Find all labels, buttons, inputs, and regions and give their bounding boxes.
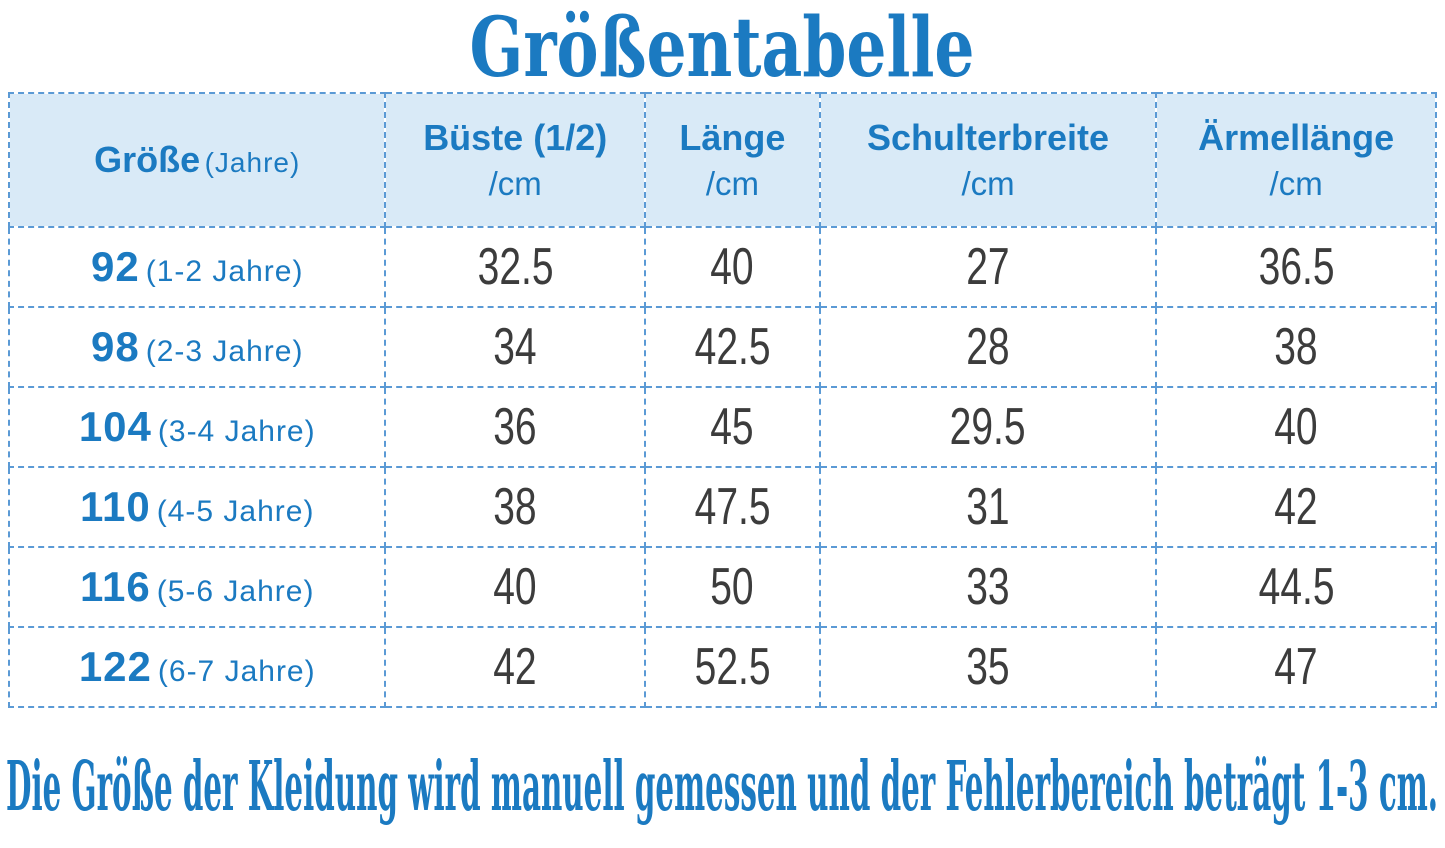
bust-value: 32.5 [477, 238, 554, 296]
size-cell: 92 (1-2 Jahre) [7, 226, 387, 308]
header-shoulder-label: Schulterbreite [867, 117, 1110, 159]
header-sleeve-unit: /cm [1269, 164, 1323, 202]
age-range: (1-2 Jahre) [145, 255, 304, 288]
shoulder-cell: 31 [818, 466, 1158, 548]
shoulder-cell: 33 [818, 546, 1158, 628]
age-range: (2-3 Jahre) [145, 335, 304, 368]
sleeve-cell: 40 [1155, 386, 1437, 468]
shoulder-value: 27 [966, 238, 1010, 296]
bust-cell: 40 [384, 546, 646, 628]
header-shoulder-unit: /cm [961, 164, 1015, 202]
header-bust: Büste (1/2) /cm [384, 92, 646, 228]
length-cell: 50 [644, 546, 821, 628]
footer-banner: Die Größe der Kleidung wird manuell geme… [6, 747, 1438, 827]
table-row-122: 122 (6-7 Jahre) 42 52.5 35 47 [7, 626, 1437, 708]
sleeve-value: 36.5 [1258, 238, 1335, 296]
shoulder-cell: 28 [818, 306, 1158, 388]
length-cell: 45 [644, 386, 821, 468]
title-banner: Größentabelle [470, 0, 975, 92]
age-range: (5-6 Jahre) [156, 575, 315, 608]
bust-value: 40 [493, 558, 537, 616]
header-shoulder: Schulterbreite /cm [818, 92, 1158, 228]
header-length-label: Länge [679, 117, 786, 159]
header-size-label: Größe [94, 139, 201, 181]
age-range: (3-4 Jahre) [157, 415, 316, 448]
sleeve-value: 38 [1274, 318, 1318, 376]
length-cell: 47.5 [644, 466, 821, 548]
table-row-110: 110 (4-5 Jahre) 38 47.5 31 42 [7, 466, 1437, 548]
sleeve-cell: 36.5 [1155, 226, 1437, 308]
sleeve-cell: 42 [1155, 466, 1437, 548]
table-body: 92 (1-2 Jahre) 32.5 40 27 36.5 98 (2-3 Jah… [7, 226, 1437, 708]
page-title: Größentabelle [470, 0, 975, 92]
size-chart-table: Größe (Jahre) Büste (1/2) /cm Länge /cm … [7, 92, 1437, 708]
header-size-sub: (Jahre) [204, 147, 301, 179]
size-value: 98 [91, 323, 140, 370]
measurement-disclaimer: Die Größe der Kleidung wird manuell geme… [6, 747, 1438, 827]
header-row: Größe (Jahre) Büste (1/2) /cm Länge /cm … [7, 92, 1437, 228]
size-cell: 98 (2-3 Jahre) [7, 306, 387, 388]
length-value: 40 [710, 238, 755, 296]
shoulder-value: 31 [966, 478, 1010, 536]
bust-value: 36 [493, 398, 537, 456]
size-value: 110 [79, 483, 151, 530]
header-sleeve-label: Ärmellänge [1198, 117, 1395, 159]
length-cell: 42.5 [644, 306, 821, 388]
table-row-98: 98 (2-3 Jahre) 34 42.5 28 38 [7, 306, 1437, 388]
length-value: 50 [710, 558, 755, 616]
header-bust-label: Büste (1/2) [423, 117, 608, 159]
header-length: Länge /cm [644, 92, 821, 228]
age-range: (6-7 Jahre) [157, 655, 316, 688]
bust-cell: 32.5 [384, 226, 646, 308]
size-cell: 110 (4-5 Jahre) [7, 466, 387, 548]
shoulder-cell: 27 [818, 226, 1158, 308]
shoulder-cell: 35 [818, 626, 1158, 708]
length-value: 47.5 [694, 478, 771, 536]
table-row-92: 92 (1-2 Jahre) 32.5 40 27 36.5 [7, 226, 1437, 308]
size-value: 122 [78, 643, 152, 690]
bust-cell: 36 [384, 386, 646, 468]
bust-value: 42 [493, 638, 537, 696]
bust-cell: 34 [384, 306, 646, 388]
size-cell: 116 (5-6 Jahre) [7, 546, 387, 628]
header-size: Größe (Jahre) [7, 92, 387, 228]
bust-cell: 42 [384, 626, 646, 708]
sleeve-value: 42 [1274, 478, 1318, 536]
bust-cell: 38 [384, 466, 646, 548]
table-row-116: 116 (5-6 Jahre) 40 50 33 44.5 [7, 546, 1437, 628]
sleeve-value: 40 [1274, 398, 1318, 456]
size-value: 92 [91, 243, 140, 290]
shoulder-value: 29.5 [950, 398, 1026, 456]
table-row-104: 104 (3-4 Jahre) 36 45 29.5 40 [7, 386, 1437, 468]
header-sleeve: Ärmellänge /cm [1155, 92, 1437, 228]
sleeve-cell: 44.5 [1155, 546, 1437, 628]
header-length-unit: /cm [705, 164, 759, 202]
sleeve-cell: 38 [1155, 306, 1437, 388]
size-cell: 122 (6-7 Jahre) [7, 626, 387, 708]
length-cell: 40 [644, 226, 821, 308]
shoulder-value: 28 [966, 318, 1010, 376]
size-cell: 104 (3-4 Jahre) [7, 386, 387, 468]
table-header: Größe (Jahre) Büste (1/2) /cm Länge /cm … [7, 92, 1437, 228]
header-bust-unit: /cm [488, 164, 542, 202]
size-value: 104 [78, 403, 152, 450]
length-value: 52.5 [694, 638, 771, 696]
bust-value: 34 [493, 318, 537, 376]
length-cell: 52.5 [644, 626, 821, 708]
bust-value: 38 [493, 478, 537, 536]
age-range: (4-5 Jahre) [156, 495, 315, 528]
size-value: 116 [79, 563, 151, 610]
shoulder-value: 35 [966, 638, 1010, 696]
sleeve-cell: 47 [1155, 626, 1437, 708]
sleeve-value: 44.5 [1258, 558, 1335, 616]
shoulder-value: 33 [966, 558, 1010, 616]
shoulder-cell: 29.5 [818, 386, 1158, 468]
length-value: 42.5 [694, 318, 771, 376]
sleeve-value: 47 [1274, 638, 1318, 696]
length-value: 45 [710, 398, 755, 456]
